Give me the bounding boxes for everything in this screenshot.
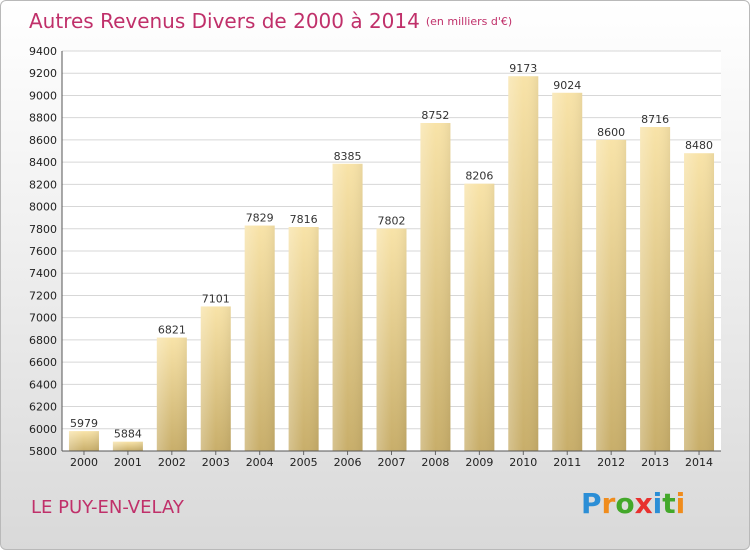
bar-shade bbox=[332, 163, 363, 451]
y-tick-label: 8600 bbox=[29, 134, 57, 147]
chart-title-text: Autres Revenus Divers de 2000 à 2014 bbox=[29, 9, 420, 33]
data-label: 5979 bbox=[70, 417, 98, 430]
data-label: 7829 bbox=[246, 212, 274, 225]
y-tick-label: 7000 bbox=[29, 312, 57, 325]
y-tick-label: 5800 bbox=[29, 445, 57, 458]
x-tick-label: 2003 bbox=[202, 456, 230, 469]
y-tick-label: 6000 bbox=[29, 423, 57, 436]
y-tick-label: 8000 bbox=[29, 201, 57, 214]
x-tick-label: 2000 bbox=[70, 456, 98, 469]
data-label: 8480 bbox=[685, 139, 713, 152]
x-tick-label: 2009 bbox=[465, 456, 493, 469]
x-tick-label: 2001 bbox=[114, 456, 142, 469]
bar-shade bbox=[640, 127, 671, 451]
x-tick-label: 2005 bbox=[290, 456, 318, 469]
data-label: 7816 bbox=[290, 213, 318, 226]
data-label: 8385 bbox=[334, 150, 362, 163]
bar-shade bbox=[552, 92, 583, 452]
bar-shade bbox=[464, 183, 495, 451]
x-tick-label: 2006 bbox=[334, 456, 362, 469]
y-tick-label: 6200 bbox=[29, 401, 57, 414]
x-tick-label: 2008 bbox=[421, 456, 449, 469]
y-tick-label: 8400 bbox=[29, 156, 57, 169]
bar-shade bbox=[376, 228, 407, 451]
chart-unit: (en milliers d'€) bbox=[425, 15, 513, 28]
y-tick-label: 8200 bbox=[29, 178, 57, 191]
x-tick-label: 2014 bbox=[685, 456, 713, 469]
data-label: 8206 bbox=[465, 170, 493, 183]
data-label: 7101 bbox=[202, 292, 230, 305]
x-tick-label: 2013 bbox=[641, 456, 669, 469]
data-label: 8752 bbox=[421, 109, 449, 122]
bar-shade bbox=[156, 337, 187, 451]
y-tick-label: 7600 bbox=[29, 245, 57, 258]
x-tick-label: 2010 bbox=[509, 456, 537, 469]
data-label: 7802 bbox=[378, 215, 406, 228]
bar-shade bbox=[112, 441, 143, 451]
y-tick-label: 6600 bbox=[29, 356, 57, 369]
x-tick-label: 2004 bbox=[246, 456, 274, 469]
chart-title: Autres Revenus Divers de 2000 à 2014 (en … bbox=[29, 9, 512, 33]
x-tick-label: 2012 bbox=[597, 456, 625, 469]
y-tick-label: 6400 bbox=[29, 378, 57, 391]
data-label: 8600 bbox=[597, 126, 625, 139]
y-tick-label: 6800 bbox=[29, 334, 57, 347]
data-label: 5884 bbox=[114, 428, 142, 441]
y-tick-label: 8800 bbox=[29, 112, 57, 125]
bar-shade bbox=[508, 76, 539, 451]
bar-shade bbox=[596, 139, 627, 451]
y-tick-label: 9000 bbox=[29, 89, 57, 102]
proxiti-logo: Proxiti bbox=[581, 487, 686, 520]
data-label: 8716 bbox=[641, 113, 669, 126]
bar-shade bbox=[200, 306, 231, 451]
bar-shade bbox=[420, 123, 451, 451]
x-tick-label: 2002 bbox=[158, 456, 186, 469]
data-label: 9173 bbox=[509, 62, 537, 75]
bar-shade bbox=[244, 225, 275, 451]
data-label: 9024 bbox=[553, 79, 581, 92]
y-tick-label: 9400 bbox=[29, 45, 57, 58]
x-tick-label: 2011 bbox=[553, 456, 581, 469]
y-tick-label: 9200 bbox=[29, 67, 57, 80]
y-tick-label: 7800 bbox=[29, 223, 57, 236]
bar-shade bbox=[684, 153, 715, 451]
y-tick-label: 7200 bbox=[29, 289, 57, 302]
y-tick-label: 7400 bbox=[29, 267, 57, 280]
x-tick-label: 2007 bbox=[378, 456, 406, 469]
data-label: 6821 bbox=[158, 324, 186, 337]
bar-shade bbox=[288, 227, 319, 451]
city-name: LE PUY-EN-VELAY bbox=[31, 497, 184, 518]
bar-shade bbox=[68, 431, 99, 451]
